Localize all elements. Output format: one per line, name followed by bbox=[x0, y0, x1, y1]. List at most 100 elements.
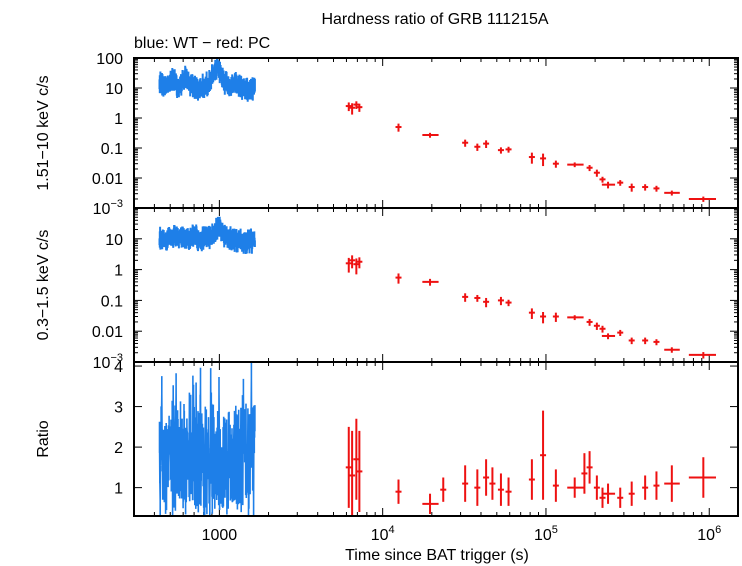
y-tick-label: 2 bbox=[114, 440, 123, 457]
pc-data-point bbox=[552, 160, 559, 168]
pc-data-point bbox=[505, 299, 512, 307]
pc-data-point bbox=[601, 181, 616, 189]
pc-data-point bbox=[356, 430, 363, 512]
pc-data-point bbox=[552, 312, 559, 322]
pc-data-point bbox=[422, 493, 439, 514]
pc-data-point bbox=[497, 147, 504, 154]
pc-data-point bbox=[688, 352, 717, 359]
x-tick-label: 1000 bbox=[202, 527, 238, 544]
y-tick-label: 3 bbox=[114, 400, 123, 417]
pc-data-point bbox=[653, 471, 660, 500]
pc-data-point bbox=[356, 257, 363, 269]
pc-data-point bbox=[628, 481, 635, 506]
pc-data-point bbox=[617, 180, 624, 186]
y-tick-label: 0.01 bbox=[92, 324, 123, 341]
pc-data-point bbox=[599, 325, 606, 333]
pc-data-point bbox=[395, 123, 402, 132]
pc-data-point bbox=[688, 457, 717, 498]
pc-data-point bbox=[567, 477, 584, 498]
pc-data-point bbox=[474, 294, 481, 302]
y-tick-label: 1 bbox=[114, 111, 123, 128]
wt-data-series bbox=[158, 363, 256, 515]
pc-data-point bbox=[345, 102, 352, 112]
pc-data-point bbox=[642, 475, 649, 500]
pc-data-point bbox=[653, 185, 660, 192]
pc-data-point bbox=[395, 479, 402, 504]
y-tick-label: 0.01 bbox=[92, 171, 123, 188]
pc-data-point bbox=[349, 255, 356, 269]
y-tick-label: 1 bbox=[114, 263, 123, 280]
x-tick-label: 106 bbox=[697, 524, 721, 544]
pc-data-point bbox=[688, 196, 717, 202]
pc-data-point bbox=[599, 176, 606, 183]
pc-data-point bbox=[345, 257, 352, 273]
y-axis-label: 0.3−1.5 keV c/s bbox=[35, 230, 52, 341]
pc-data-point bbox=[489, 467, 496, 500]
pc-data-point bbox=[345, 426, 352, 508]
y-tick-label: 10−3 bbox=[93, 198, 123, 218]
y-tick-label: 4 bbox=[114, 359, 123, 376]
pc-data-point bbox=[552, 469, 559, 502]
pc-data-point bbox=[462, 293, 469, 302]
pc-data-point bbox=[440, 477, 447, 502]
pc-data-point bbox=[593, 169, 600, 177]
pc-data-point bbox=[483, 297, 490, 308]
pc-data-point bbox=[540, 153, 547, 167]
pc-data-point bbox=[617, 487, 624, 508]
pc-data-point bbox=[599, 487, 606, 508]
pc-data-point bbox=[497, 296, 504, 306]
pc-data-point bbox=[653, 339, 660, 346]
pc-data-point bbox=[586, 451, 593, 484]
pc-data-point bbox=[422, 132, 439, 138]
pc-data-point bbox=[664, 465, 680, 502]
x-axis-label: Time since BAT trigger (s) bbox=[345, 547, 529, 564]
pc-data-point bbox=[593, 475, 600, 500]
wt-data-series bbox=[158, 216, 256, 254]
panel-hard: 100 10 1 0.1 0.01 10−3 1.51−10 keV c/s bbox=[35, 51, 739, 218]
chart-title: Hardness ratio of GRB 111215A bbox=[321, 11, 548, 28]
pc-data-point bbox=[567, 162, 584, 168]
y-tick-label: 1 bbox=[114, 481, 123, 498]
pc-data-point bbox=[528, 308, 535, 319]
pc-data-point bbox=[642, 337, 649, 345]
pc-data-point bbox=[483, 459, 490, 496]
y-tick-label: 100 bbox=[96, 51, 123, 68]
pc-data-point bbox=[664, 347, 680, 353]
pc-data-point bbox=[356, 103, 363, 112]
pc-data-point bbox=[601, 483, 616, 504]
pc-data-point bbox=[462, 465, 469, 502]
x-tick-label: 105 bbox=[534, 524, 558, 544]
chart-subtitle: blue: WT − red: PC bbox=[134, 35, 270, 52]
pc-data-point bbox=[505, 477, 512, 506]
pc-data-point bbox=[528, 152, 535, 164]
y-axis-label: Ratio bbox=[35, 420, 52, 457]
pc-data-point bbox=[353, 418, 360, 500]
y-tick-label: 10 bbox=[105, 81, 123, 98]
pc-data-point bbox=[353, 101, 360, 109]
pc-data-point bbox=[642, 184, 649, 191]
pc-data-point bbox=[497, 473, 504, 506]
pc-data-point bbox=[462, 139, 469, 147]
pc-data-point bbox=[581, 453, 588, 494]
pc-data-point bbox=[540, 410, 547, 500]
pc-data-point bbox=[586, 165, 593, 172]
x-tick-label: 104 bbox=[371, 524, 395, 544]
y-tick-label: 0.1 bbox=[101, 293, 123, 310]
pc-data-point bbox=[593, 322, 600, 330]
pc-data-point bbox=[628, 183, 635, 192]
pc-data-point bbox=[601, 333, 616, 340]
pc-data-point bbox=[353, 258, 360, 275]
pc-data-point bbox=[586, 318, 593, 326]
panel-frame bbox=[133, 361, 739, 517]
pc-data-point bbox=[505, 146, 512, 153]
pc-data-point bbox=[540, 312, 547, 324]
pc-data-point bbox=[567, 315, 584, 321]
pc-data-point bbox=[422, 278, 439, 286]
pc-data-point bbox=[474, 143, 481, 151]
pc-data-point bbox=[349, 103, 356, 115]
y-tick-label: 10 bbox=[105, 232, 123, 249]
pc-data-point bbox=[528, 459, 535, 500]
panel-ratio: 1 2 3 4 Ratio bbox=[35, 359, 739, 517]
